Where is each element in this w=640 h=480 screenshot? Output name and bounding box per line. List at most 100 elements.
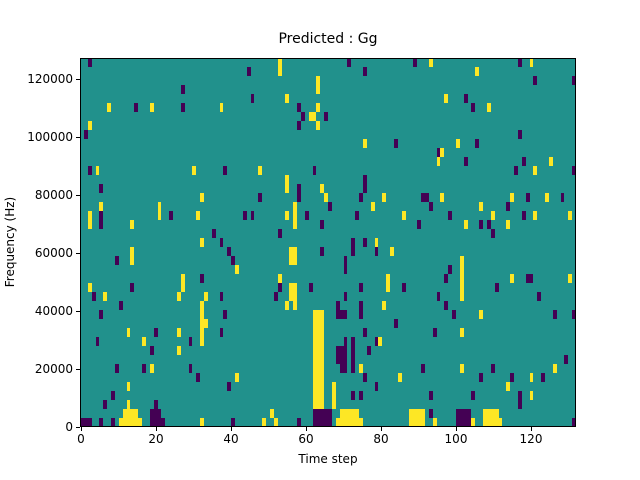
- heatmap-cell: [88, 418, 92, 427]
- heatmap-cell: [464, 418, 468, 427]
- heatmap-cell: [169, 211, 173, 220]
- heatmap-cell: [88, 283, 92, 292]
- heatmap-cell: [223, 310, 227, 319]
- heatmap-cell: [278, 67, 282, 76]
- heatmap-cell: [251, 211, 254, 220]
- heatmap-cell: [313, 409, 316, 418]
- heatmap-cell: [344, 364, 347, 373]
- heatmap-cell: [468, 418, 471, 427]
- heatmap-cell: [336, 355, 340, 364]
- heatmap-cell: [328, 418, 332, 427]
- heatmap-cell: [316, 337, 320, 346]
- heatmap-cell: [181, 103, 185, 112]
- heatmap-cell: [123, 409, 127, 418]
- heatmap-cell: [274, 292, 278, 301]
- heatmap-cell: [177, 328, 181, 337]
- heatmap-cell: [375, 337, 378, 346]
- heatmap-cell: [227, 247, 231, 256]
- heatmap-cell: [309, 283, 313, 292]
- x-tick-mark: [231, 427, 232, 431]
- heatmap-cell: [313, 373, 316, 382]
- heatmap-cell: [130, 220, 134, 229]
- heatmap-cell: [316, 382, 320, 391]
- heatmap-cell: [293, 220, 297, 229]
- heatmap-cell: [293, 202, 297, 211]
- heatmap-cell: [320, 310, 324, 319]
- heatmap-cell: [375, 238, 378, 247]
- heatmap-cell: [316, 328, 320, 337]
- heatmap-cell: [103, 400, 107, 409]
- heatmap-cell: [313, 382, 316, 391]
- heatmap-cell: [293, 301, 297, 310]
- heatmap-cell: [363, 175, 367, 184]
- heatmap-cell: [437, 157, 440, 166]
- heatmap-cell: [316, 121, 320, 130]
- heatmap-cell: [506, 382, 510, 391]
- heatmap-cell: [460, 283, 464, 292]
- heatmap-cell: [316, 355, 320, 364]
- heatmap-cell: [448, 265, 452, 274]
- heatmap-cell: [320, 337, 324, 346]
- heatmap-cell: [572, 76, 576, 85]
- heatmap-cell: [103, 292, 107, 301]
- heatmap-cell: [316, 103, 320, 112]
- heatmap-cell: [316, 400, 320, 409]
- heatmap-cell: [181, 274, 185, 283]
- heatmap-cell: [111, 391, 115, 400]
- heatmap-cell: [99, 220, 103, 229]
- heatmap-cell: [440, 148, 444, 157]
- heatmap-cell: [336, 346, 340, 355]
- heatmap-cell: [444, 94, 448, 103]
- heatmap-cell: [402, 283, 406, 292]
- heatmap-cell: [324, 418, 328, 427]
- heatmap-cell: [429, 409, 433, 418]
- x-tick-mark: [381, 427, 382, 431]
- heatmap-cell: [158, 409, 161, 418]
- heatmap-cell: [421, 409, 425, 418]
- heatmap-cell: [344, 355, 347, 364]
- heatmap-cell: [522, 211, 526, 220]
- heatmap-cell: [351, 355, 355, 364]
- heatmap-cell: [320, 364, 324, 373]
- heatmap-cell: [518, 400, 522, 409]
- heatmap-cell: [289, 292, 293, 301]
- heatmap-cell: [437, 148, 440, 157]
- heatmap-plot-area: [80, 58, 576, 427]
- heatmap-cell: [514, 166, 518, 175]
- heatmap-cell: [313, 166, 316, 175]
- heatmap-cell: [518, 58, 522, 67]
- heatmap-cell: [355, 211, 359, 220]
- heatmap-cell: [456, 418, 460, 427]
- heatmap-cell: [487, 220, 491, 229]
- heatmap-cell: [316, 364, 320, 373]
- heatmap-cell: [359, 310, 363, 319]
- heatmap-cell: [332, 391, 336, 400]
- heatmap-cell: [340, 418, 344, 427]
- y-tick-label: 80000: [34, 188, 73, 202]
- heatmap-cell: [181, 85, 185, 94]
- heatmap-cell: [351, 238, 355, 247]
- heatmap-cell: [313, 364, 316, 373]
- heatmap-cell: [99, 202, 103, 211]
- y-tick-mark: [76, 137, 80, 138]
- heatmap-cell: [390, 247, 394, 256]
- heatmap-cell: [127, 400, 130, 409]
- heatmap-cell: [88, 220, 92, 229]
- heatmap-cell: [200, 193, 204, 202]
- heatmap-cell: [363, 238, 367, 247]
- heatmap-cell: [495, 418, 499, 427]
- heatmap-cell: [313, 391, 316, 400]
- heatmap-cell: [316, 310, 320, 319]
- heatmap-cell: [359, 391, 363, 400]
- heatmap-cell: [491, 409, 495, 418]
- heatmap-cell: [413, 418, 417, 427]
- heatmap-cell: [367, 346, 371, 355]
- heatmap-cell: [464, 94, 468, 103]
- heatmap-cell: [138, 418, 142, 427]
- heatmap-cell: [130, 247, 134, 256]
- heatmap-cell: [316, 391, 320, 400]
- heatmap-cell: [258, 166, 262, 175]
- heatmap-cell: [347, 418, 351, 427]
- heatmap-cell: [134, 409, 138, 418]
- heatmap-cell: [285, 184, 289, 193]
